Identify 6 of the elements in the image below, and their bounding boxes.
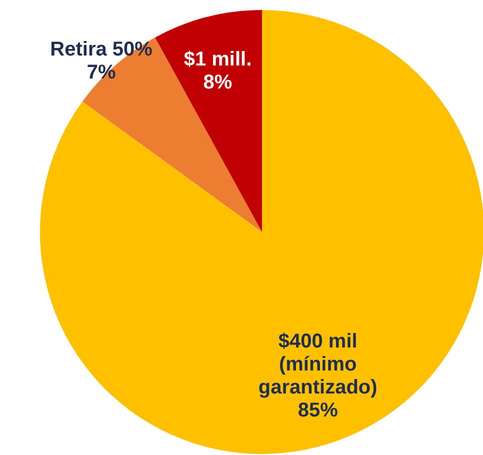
slice-label: $400 mil (mínimo garantizado) [258,330,378,399]
data-label: 85% [298,400,338,422]
pie-slice [40,10,483,454]
slice-label: $1 mill. [184,48,252,71]
pie-slice [155,10,262,232]
data-label: 8% [203,72,232,94]
